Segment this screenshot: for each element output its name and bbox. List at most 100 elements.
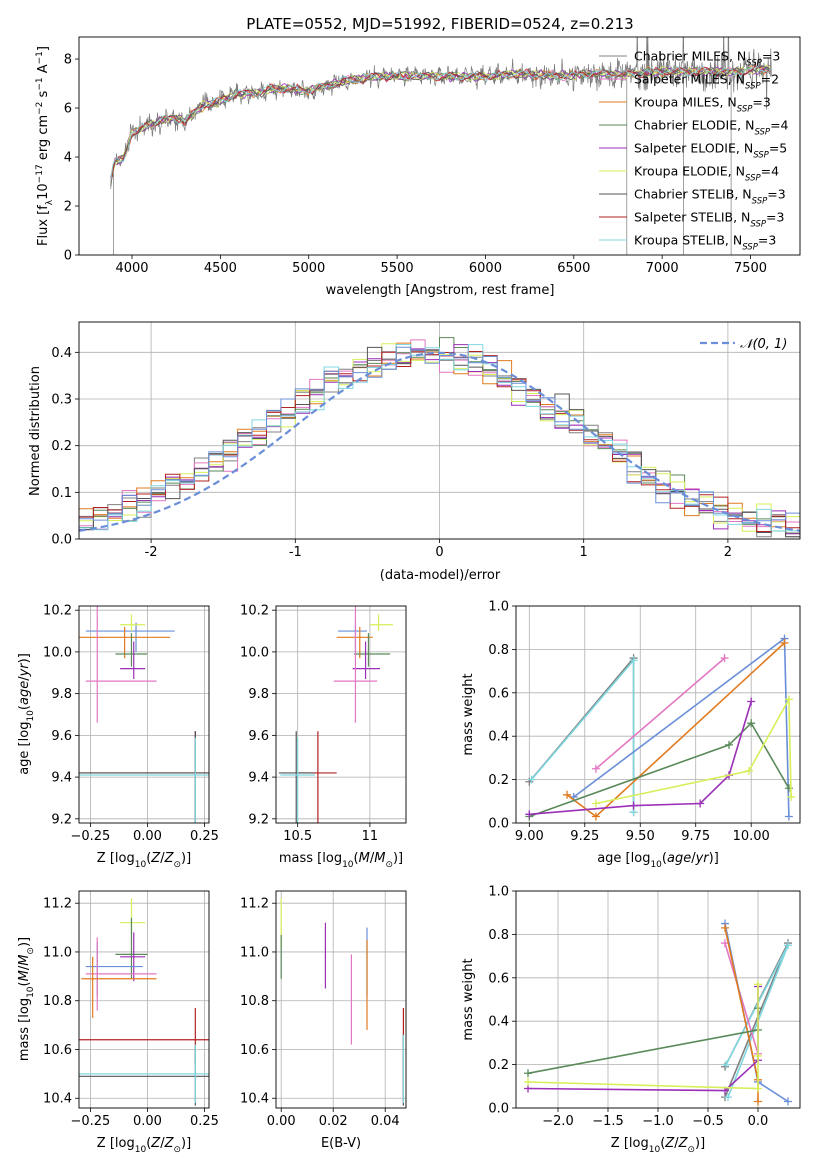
x-tick-label: 0.02 (319, 1114, 348, 1129)
y-tick-label: 11.2 (240, 897, 269, 912)
label-part: M (17, 970, 32, 981)
y-tick-label: 0.2 (488, 773, 509, 788)
x-tick-label: 0.00 (133, 829, 162, 844)
x-tick-label: 0.25 (190, 1114, 219, 1129)
legend-n: 3 (772, 49, 780, 64)
label-part: −2 (35, 102, 45, 115)
y-tick-label: 0.6 (488, 686, 509, 701)
label-part: 10 (342, 860, 354, 870)
legend-entry: Kroupa MILES, NSSP=3 (634, 95, 771, 115)
label-part: )] (709, 851, 719, 866)
label-part: ⊙ (173, 860, 181, 870)
plus-marker (724, 1093, 732, 1102)
plot-area (79, 337, 800, 538)
legend-entry: Chabrier MILES, NSSP=3 (634, 49, 780, 69)
legend-name: Chabrier STELIB (634, 187, 734, 202)
x-axis-label: Z [log10(Z/Z⊙)] (611, 1136, 705, 1155)
series-line-salpeter-elodie (527, 986, 759, 1092)
x-tick-label: -2 (145, 545, 158, 560)
chart-title: PLATE=0552, MJD=51992, FIBERID=0524, z=0… (246, 15, 633, 33)
panel-age-vs-Z: −0.25 0.00 0.25 9.2 9.4 9.6 9.8 10.0 10.2 (43, 604, 219, 844)
errorbar-point (336, 626, 373, 659)
y-tick-label: 8 (64, 53, 72, 68)
axes-frame (275, 605, 407, 824)
y-tick-label: 9.6 (248, 729, 269, 744)
label-part: ⊙ (173, 1145, 181, 1155)
errorbar-point (79, 1047, 209, 1106)
y-tick-label: 0.0 (51, 533, 72, 548)
legend-name: Chabrier ELODIE (634, 118, 737, 133)
label-part: )] (695, 1136, 705, 1151)
x-tick-label: 10.5 (283, 829, 312, 844)
errorbar-point (115, 633, 148, 667)
plus-marker (629, 656, 638, 665)
legend-n: 4 (781, 118, 789, 133)
axes-frame (78, 605, 210, 824)
legend-sep: , N (737, 118, 754, 133)
legend-sep: , N (729, 49, 746, 64)
label-part: Z (164, 851, 175, 866)
x-tick-label: −0.25 (70, 1114, 110, 1129)
x-tick-label: 0.00 (133, 1114, 162, 1129)
label-part: M (374, 851, 385, 866)
plus-marker (524, 1077, 532, 1086)
label-part: / (17, 965, 32, 970)
y-tick-label: 10.0 (240, 645, 269, 660)
label-part: ( (660, 1136, 665, 1151)
y-tick-label: 0.6 (488, 971, 509, 986)
y-tick-label: 0.0 (488, 817, 509, 832)
x-tick-label: 9.25 (570, 829, 599, 844)
y-tick-label: 1.0 (488, 885, 509, 900)
legend-sub: SSP (752, 197, 768, 207)
series-line-chabrier-miles (528, 655, 635, 813)
legend-eq: = (767, 187, 777, 202)
legend-sub: SSP (746, 59, 762, 69)
plus-marker (629, 801, 638, 810)
label-part: M (17, 955, 32, 966)
legend-sep: , N (719, 95, 736, 110)
label-part: / (370, 851, 375, 866)
legend-eq: = (766, 210, 776, 225)
x-axis-label: wavelength [Angstrom, rest frame] (326, 283, 555, 298)
hist-step-blue (79, 346, 800, 538)
y-tick-label: 0.4 (488, 1015, 509, 1030)
x-tick-label: 6000 (469, 261, 502, 276)
plus-marker (720, 654, 729, 663)
label-part: yr (17, 662, 32, 678)
errorbar-point (352, 641, 380, 679)
label-part: )] (181, 851, 191, 866)
legend-eq: = (761, 72, 771, 87)
y-axis-label: mass weight (461, 958, 476, 1040)
y-tick-label: 6 (64, 102, 72, 117)
x-tick-label: 0.25 (190, 829, 219, 844)
label-part: Z (150, 1136, 161, 1151)
y-axis-label: Flux [fλ10−17 erg cm−2 s−1 A−1] (35, 46, 55, 246)
model-line-kroupa-stelib (110, 65, 771, 182)
y-tick-label: 10.0 (43, 645, 72, 660)
plus-marker (784, 941, 792, 950)
x-tick-label: 10.00 (733, 829, 770, 844)
errorbar-point (354, 633, 391, 667)
plus-marker (784, 1097, 792, 1106)
label-part: Z [ (611, 1136, 629, 1151)
x-axis-label: age [log10(age/yr)] (597, 851, 719, 870)
x-tick-label: 1 (580, 545, 588, 560)
axes-frame (78, 36, 801, 256)
y-tick-label: 4 (64, 151, 72, 166)
x-axis-label: E(B-V) (321, 1136, 361, 1151)
legend-eq: = (769, 141, 779, 156)
legend-n: 4 (771, 164, 779, 179)
y-tick-label: 9.8 (248, 687, 269, 702)
label-part: ⊙ (385, 860, 393, 870)
plus-marker (784, 695, 793, 704)
x-axis-label: Z [log10(Z/Z⊙)] (97, 851, 191, 870)
x-tick-label: 9.75 (681, 829, 710, 844)
label-part: ( (146, 851, 151, 866)
errorbar-point (120, 614, 146, 631)
panel-mass-vs-Z: −0.25 0.00 0.25 10.4 10.6 10.8 11.0 11.2 (43, 890, 219, 1129)
legend-sep: , N (728, 72, 745, 87)
label-part: ] (36, 46, 51, 51)
panel-residual-histogram: -2 -1 0 1 2 0.0 0.1 0.2 0.3 0.4 (51, 321, 801, 560)
errorbar-point (79, 1044, 209, 1104)
panel-spectrum: 4000 4500 5000 5500 6000 6500 7000 7500 0 2 4 6 8 (64, 36, 801, 276)
